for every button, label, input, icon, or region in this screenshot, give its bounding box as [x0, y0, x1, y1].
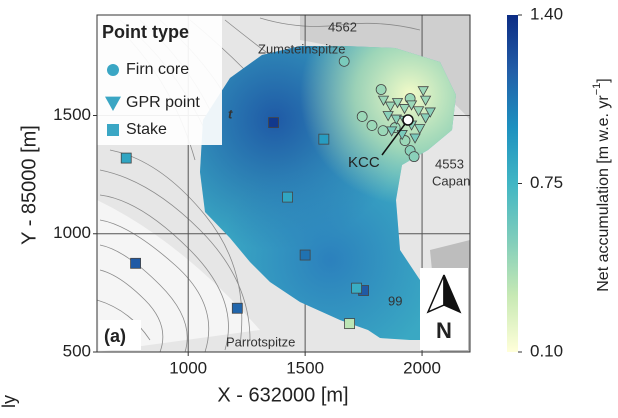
map-label: Capanna — [432, 173, 486, 188]
stake — [300, 250, 310, 260]
y-tick-label: 1500 — [53, 105, 91, 124]
colorbar-label-text: Net accumulation [m w.e. yr — [595, 95, 612, 292]
map-label: Parrotspitze — [226, 334, 295, 349]
firn-core — [376, 84, 386, 94]
map-label: t — [228, 106, 233, 121]
colorbar-label-end: ] — [595, 78, 612, 82]
legend-title: Point type — [102, 22, 189, 42]
kcc-marker — [403, 115, 413, 125]
stake — [232, 303, 242, 313]
firn-core — [409, 152, 419, 162]
cropped-text: ly — [0, 395, 19, 408]
x-axis-label: X - 632000 [m] — [217, 384, 348, 406]
stake — [345, 319, 355, 329]
stake — [131, 258, 141, 268]
north-label: N — [436, 318, 452, 343]
colorbar-label: Net accumulation [m w.e. yr−1] — [591, 78, 612, 292]
colorbar-tick-label: 0.10 — [530, 341, 563, 360]
legend-label: Stake — [126, 121, 167, 138]
firn-core — [367, 120, 377, 130]
page: {"chart_data": { "type": "scatter", "xla… — [0, 0, 618, 418]
map-label: 4553 — [435, 156, 464, 171]
legend-marker — [107, 124, 119, 136]
y-tick-label: 1000 — [53, 223, 91, 242]
colorbar — [507, 15, 518, 352]
map-label: 99 — [388, 293, 402, 308]
y-tick-label: 500 — [63, 341, 91, 360]
stake — [121, 153, 131, 163]
firn-core — [357, 111, 367, 121]
legend-marker — [107, 64, 119, 76]
stake — [269, 118, 279, 128]
x-tick-label: 2000 — [403, 358, 441, 377]
x-tick-label: 1500 — [286, 358, 324, 377]
legend-label: Firn core — [126, 61, 189, 78]
figure: Zumsteinspitze 4562 4553 Capanna Parrots… — [0, 0, 618, 418]
annotation: KCC — [348, 154, 380, 171]
x-tick-label: 1000 — [169, 358, 207, 377]
colorbar-tick-label: 1.40 — [530, 4, 563, 23]
colorbar-label-sup: −1 — [591, 83, 603, 96]
panel-label: (a) — [104, 326, 126, 346]
stake — [283, 192, 293, 202]
stake — [352, 283, 362, 293]
colorbar-tick-label: 0.75 — [530, 173, 563, 192]
stake — [319, 134, 329, 144]
y-axis-label: Y - 85000 [m] — [18, 125, 40, 245]
map-label: 4562 — [328, 19, 357, 34]
legend-label: GPR point — [126, 94, 200, 111]
map-label: Zumsteinspitze — [258, 41, 345, 56]
firn-core — [339, 56, 349, 66]
map-area: Zumsteinspitze 4562 4553 Capanna Parrots… — [97, 15, 486, 352]
